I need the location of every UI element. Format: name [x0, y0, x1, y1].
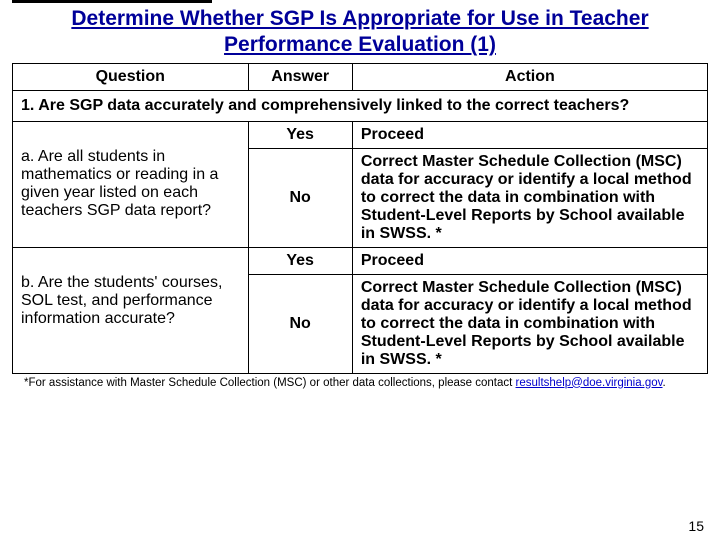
- action-a-no: Correct Master Schedule Collection (MSC)…: [352, 148, 707, 247]
- question-b: b. Are the students' courses, SOL test, …: [13, 247, 249, 373]
- footnote-prefix: *For assistance with Master Schedule Col…: [24, 377, 516, 389]
- question-b-text: b. Are the students' courses, SOL test, …: [21, 274, 222, 327]
- header-question: Question: [13, 63, 249, 90]
- header-answer: Answer: [248, 63, 352, 90]
- evaluation-table: Question Answer Action 1. Are SGP data a…: [12, 63, 708, 374]
- answer-b-yes: Yes: [248, 247, 352, 274]
- footnote-suffix: .: [663, 377, 666, 389]
- question-a-text: a. Are all students in mathematics or re…: [21, 148, 218, 219]
- section-1-header: 1. Are SGP data accurately and comprehen…: [13, 90, 708, 121]
- title-accent-bar: [12, 0, 212, 3]
- header-action: Action: [352, 63, 707, 90]
- action-b-no: Correct Master Schedule Collection (MSC)…: [352, 274, 707, 373]
- question-a: a. Are all students in mathematics or re…: [13, 121, 249, 247]
- action-a-yes: Proceed: [352, 121, 707, 148]
- page-number: 15: [688, 518, 704, 534]
- answer-a-yes: Yes: [248, 121, 352, 148]
- footnote: *For assistance with Master Schedule Col…: [0, 374, 720, 391]
- page-title: Determine Whether SGP Is Appropriate for…: [0, 0, 720, 63]
- action-b-yes: Proceed: [352, 247, 707, 274]
- footnote-link[interactable]: resultshelp@doe.virginia.gov: [516, 377, 663, 389]
- answer-b-no: No: [248, 274, 352, 373]
- answer-a-no: No: [248, 148, 352, 247]
